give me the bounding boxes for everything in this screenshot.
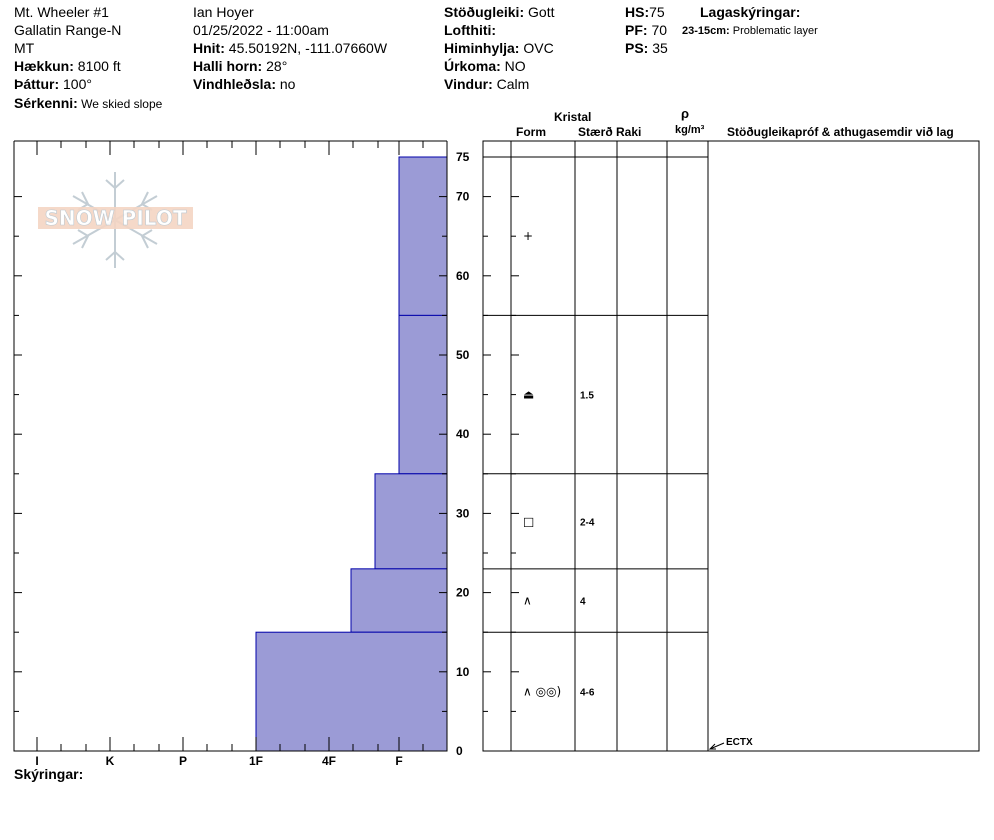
depth-tick-label: 40 (456, 427, 470, 441)
test-pointer-arrow (708, 743, 716, 750)
coords-label: Hnit: (193, 40, 225, 56)
wind-value: Calm (492, 76, 530, 92)
slope-value: 28° (262, 58, 288, 74)
wind-loading-field: Vindhleðsla: no (193, 76, 295, 92)
stability-label: Stöðugleiki: (444, 4, 525, 20)
ps-field: PS: 35 (625, 40, 668, 56)
features-label: Sérkenni: (14, 95, 78, 111)
grain-form-symbol: □ (523, 514, 534, 528)
depth-tick-label: 60 (456, 269, 470, 283)
tests-header: Stöðugleikapróf & athugasemdir við lag (727, 125, 954, 139)
aspect-value: 100° (59, 76, 92, 92)
hardness-tick-label: K (106, 754, 115, 768)
hardness-bar (350, 568, 448, 633)
hardness-bar (398, 156, 448, 316)
wind-loading-value: no (275, 76, 296, 92)
precip-value: NO (500, 58, 526, 74)
hardness-bar (398, 314, 448, 475)
range-name: Gallatin Range-N (14, 22, 122, 38)
features-value: We skied slope (77, 97, 163, 111)
grain-size-value: 4-6 (580, 688, 595, 699)
state-name: MT (14, 40, 35, 56)
depth-tick-label: 70 (456, 190, 470, 204)
coords-field: Hnit: 45.50192N, -111.07660W (193, 40, 387, 56)
grain-size-value: 1.5 (580, 391, 594, 402)
moisture-header: Raki (616, 125, 642, 139)
elevation-field: Hækkun: 8100 ft (14, 58, 121, 74)
location-name: Mt. Wheeler #1 (14, 4, 109, 20)
depth-tick-label: 30 (456, 506, 470, 520)
grain-size-value: 2-4 (580, 517, 595, 528)
hardness-tick-label: F (395, 754, 402, 768)
precip-field: Úrkoma: NO (444, 58, 526, 74)
depth-tick-label: 0 (456, 744, 463, 758)
size-header: Stærð (578, 125, 613, 139)
layer-note-text: Problematic layer (729, 25, 818, 37)
depth-tick-label: 20 (456, 586, 470, 600)
ps-value: 35 (648, 40, 668, 56)
crystal-header: Kristal (554, 110, 592, 124)
obs-datetime: 01/25/2022 - 11:00am (193, 22, 329, 38)
snowpilot-logo: SNOW PILOT (38, 207, 193, 229)
slope-label: Halli horn: (193, 58, 263, 74)
coords-value: 45.50192N, -111.07660W (224, 40, 388, 56)
aspect-field: Þáttur: 100° (14, 76, 92, 92)
layer-note-depth: 23-15cm: (682, 25, 730, 37)
precip-label: Úrkoma: (444, 58, 501, 74)
test-pointer (709, 742, 725, 750)
test-label: ECTX (726, 737, 753, 748)
hardness-tick-label: 1F (249, 754, 263, 768)
features-field: Sérkenni: We skied slope (14, 95, 162, 112)
wind-loading-label: Vindhleðsla: (193, 76, 276, 92)
elevation-label: Hækkun: (14, 58, 74, 74)
slope-field: Halli horn: 28° (193, 58, 287, 74)
sky-value: OVC (519, 40, 554, 56)
depth-tick-label: 50 (456, 348, 470, 362)
grain-form-symbol: + (523, 229, 533, 243)
grain-form-symbol: ⏏ (523, 388, 534, 402)
sky-field: Himinhylja: OVC (444, 40, 554, 56)
ps-label: PS: (625, 40, 649, 56)
plot-frame (13, 141, 448, 752)
hardness-bar (374, 473, 448, 570)
hardness-bar (255, 631, 448, 752)
aspect-label: Þáttur: (14, 76, 60, 92)
depth-tick-label: 10 (456, 665, 470, 679)
hardness-tick-label: 4F (322, 754, 336, 768)
pf-label: PF: (625, 22, 648, 38)
stability-field: Stöðugleiki: Gott (444, 4, 554, 20)
table-frame (482, 140, 980, 752)
form-header: Form (516, 125, 546, 139)
grain-form-symbol: ∧ (523, 594, 532, 608)
layer-note: 23-15cm: Problematic layer (682, 23, 818, 39)
pf-value: 70 (647, 22, 668, 38)
wind-label: Vindur: (444, 76, 493, 92)
grain-form-symbol: ∧ ◎◎) (523, 685, 561, 699)
rho-header: ρ (681, 106, 690, 121)
wind-field: Vindur: Calm (444, 76, 529, 92)
hardness-tick-label: P (179, 754, 187, 768)
hs-value: 75 (649, 4, 665, 20)
pf-field: PF: 70 (625, 22, 667, 38)
air-temp-label: Lofthiti: (444, 22, 497, 38)
legend-label: Skýringar: (14, 766, 84, 782)
layer-notes-label: Lagaskýringar: (700, 4, 801, 20)
air-temp-field: Lofthiti: (444, 22, 496, 38)
hs-field: HS:75 (625, 4, 665, 20)
sky-label: Himinhylja: (444, 40, 520, 56)
depth-tick-label: 75 (456, 150, 470, 164)
elevation-value: 8100 ft (73, 58, 121, 74)
observer-name: Ian Hoyer (193, 4, 254, 20)
grain-size-value: 4 (580, 597, 586, 608)
hs-label: HS: (625, 4, 650, 20)
stability-value: Gott (524, 4, 555, 20)
hardness-tick-label: I (35, 754, 38, 768)
density-unit-header: kg/m³ (675, 124, 705, 136)
